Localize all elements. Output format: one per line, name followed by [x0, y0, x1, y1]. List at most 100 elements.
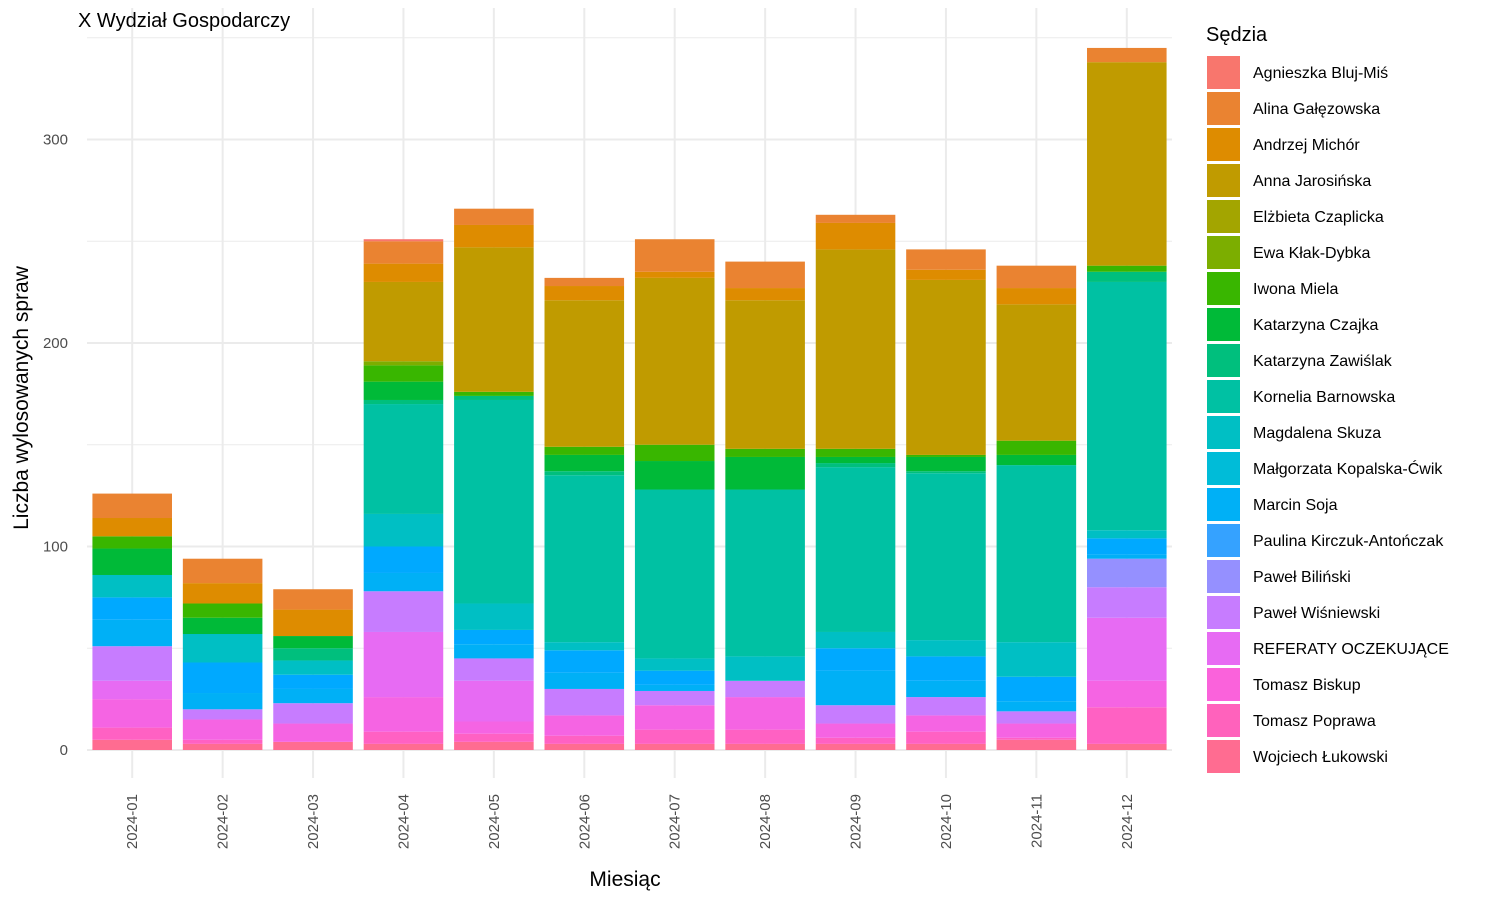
- legend-swatch: [1207, 740, 1240, 773]
- bar-segment: [454, 733, 534, 742]
- bar-segment: [544, 735, 625, 744]
- bar-segment: [363, 572, 444, 592]
- bar-segment: [273, 674, 353, 689]
- bar-segment: [815, 723, 896, 738]
- bar-segment: [634, 271, 715, 278]
- bar-segment: [996, 737, 1077, 740]
- x-tick-label: 2024-06: [576, 794, 593, 849]
- bar-segment: [92, 493, 172, 519]
- bar-segment: [273, 688, 353, 704]
- legend-item: Kornelia Barnowska: [1207, 380, 1395, 413]
- legend-item: Andrzej Michór: [1207, 128, 1360, 161]
- legend-item: Małgorzata Kopalska-Ćwik: [1207, 452, 1443, 485]
- bar-segment: [634, 670, 715, 685]
- legend-swatch: [1207, 128, 1240, 161]
- bar-segment: [454, 224, 534, 248]
- bar-segment: [544, 672, 625, 689]
- legend-label: Paweł Biliński: [1253, 569, 1351, 586]
- bar-segment: [725, 729, 805, 744]
- chart-title: X Wydział Gospodarczy: [78, 10, 290, 32]
- bar-segment: [725, 448, 805, 457]
- bar-segment: [725, 456, 805, 490]
- legend: Sędzia Agnieszka Bluj-Miś Alina Gałęzowsk…: [1206, 24, 1449, 773]
- bar-segment: [815, 222, 896, 250]
- legend-swatch: [1207, 380, 1240, 413]
- bar-segment: [634, 489, 715, 659]
- bar-segment: [725, 656, 805, 681]
- x-tick-label: 2024-01: [124, 794, 141, 849]
- bar-segment: [454, 391, 534, 396]
- bar-segment: [182, 583, 263, 604]
- x-tick-label: 2024-11: [1028, 794, 1045, 848]
- x-tick-label: 2024-10: [938, 794, 955, 849]
- bar-segment: [273, 741, 353, 750]
- bar-segment: [906, 640, 986, 657]
- bar-segment: [1087, 707, 1167, 744]
- x-tick-label: 2024-12: [1119, 794, 1136, 849]
- bar-segment: [996, 701, 1077, 712]
- bar-segment: [1087, 62, 1167, 266]
- bar-segment: [363, 263, 444, 282]
- legend-item: Ewa Kłak-Dybka: [1207, 236, 1370, 269]
- legend-label: Wojciech Łukowski: [1253, 749, 1388, 766]
- bar-segment: [182, 662, 263, 694]
- bar-segment: [815, 648, 896, 671]
- legend-item: Tomasz Biskup: [1207, 668, 1361, 701]
- bar-segment: [725, 300, 805, 449]
- legend-title: Sędzia: [1206, 24, 1268, 46]
- bar-segment: [182, 693, 263, 710]
- bar-segment: [454, 247, 534, 392]
- legend-label: Tomasz Biskup: [1253, 677, 1361, 694]
- bar-segment: [454, 644, 534, 659]
- bar-segment: [906, 697, 986, 716]
- bar-segment: [92, 518, 172, 537]
- bar-segment: [906, 279, 986, 455]
- bar-segment: [996, 723, 1077, 738]
- bar-segment: [92, 536, 172, 549]
- legend-swatch: [1207, 416, 1240, 449]
- legend-swatch: [1207, 560, 1240, 593]
- bar-segment: [92, 574, 172, 598]
- x-axis-title: Miesiąc: [589, 868, 660, 891]
- bar-segment: [1087, 554, 1167, 559]
- bar-segment: [273, 636, 353, 649]
- bar-segment: [544, 454, 625, 472]
- bar-segment: [182, 617, 263, 635]
- bar-segment: [906, 680, 986, 698]
- x-tick-label: 2024-04: [395, 794, 412, 849]
- legend-item: Iwona Miela: [1207, 272, 1338, 305]
- bar-segment: [725, 261, 805, 289]
- bar-segment: [906, 715, 986, 732]
- bar-segment: [363, 365, 444, 382]
- bar-segment: [92, 646, 172, 681]
- x-tick-label: 2024-08: [757, 794, 774, 849]
- bar-segment: [725, 697, 805, 730]
- bar-segment: [996, 642, 1077, 677]
- bar-segment: [1087, 680, 1167, 708]
- bar-segment: [815, 214, 896, 223]
- legend-swatch: [1207, 632, 1240, 665]
- bar-segment: [996, 304, 1077, 441]
- bar-segment: [634, 729, 715, 744]
- bar-segment: [363, 381, 444, 400]
- bar-segment: [1087, 265, 1167, 272]
- legend-label: REFERATY OCZEKUJĄCE: [1253, 641, 1449, 658]
- bar-segment: [725, 288, 805, 301]
- bar-segment: [634, 684, 715, 691]
- bar-segment: [273, 589, 353, 610]
- x-tick-label: 2024-07: [667, 794, 684, 849]
- bar-segment: [92, 597, 172, 620]
- bar-segment: [815, 463, 896, 468]
- bar-segment: [454, 741, 534, 750]
- bar-segment: [634, 461, 715, 490]
- bar-segment: [182, 719, 263, 740]
- bar-segment: [363, 513, 444, 547]
- bar-segment: [544, 650, 625, 673]
- bar-segment: [273, 703, 353, 724]
- legend-item: Agnieszka Bluj-Miś: [1207, 56, 1388, 89]
- bar-segment: [996, 711, 1077, 724]
- bar-segment: [1087, 587, 1167, 618]
- legend-label: Marcin Soja: [1253, 497, 1338, 514]
- bar-segment: [363, 743, 444, 750]
- bar-segment: [544, 446, 625, 455]
